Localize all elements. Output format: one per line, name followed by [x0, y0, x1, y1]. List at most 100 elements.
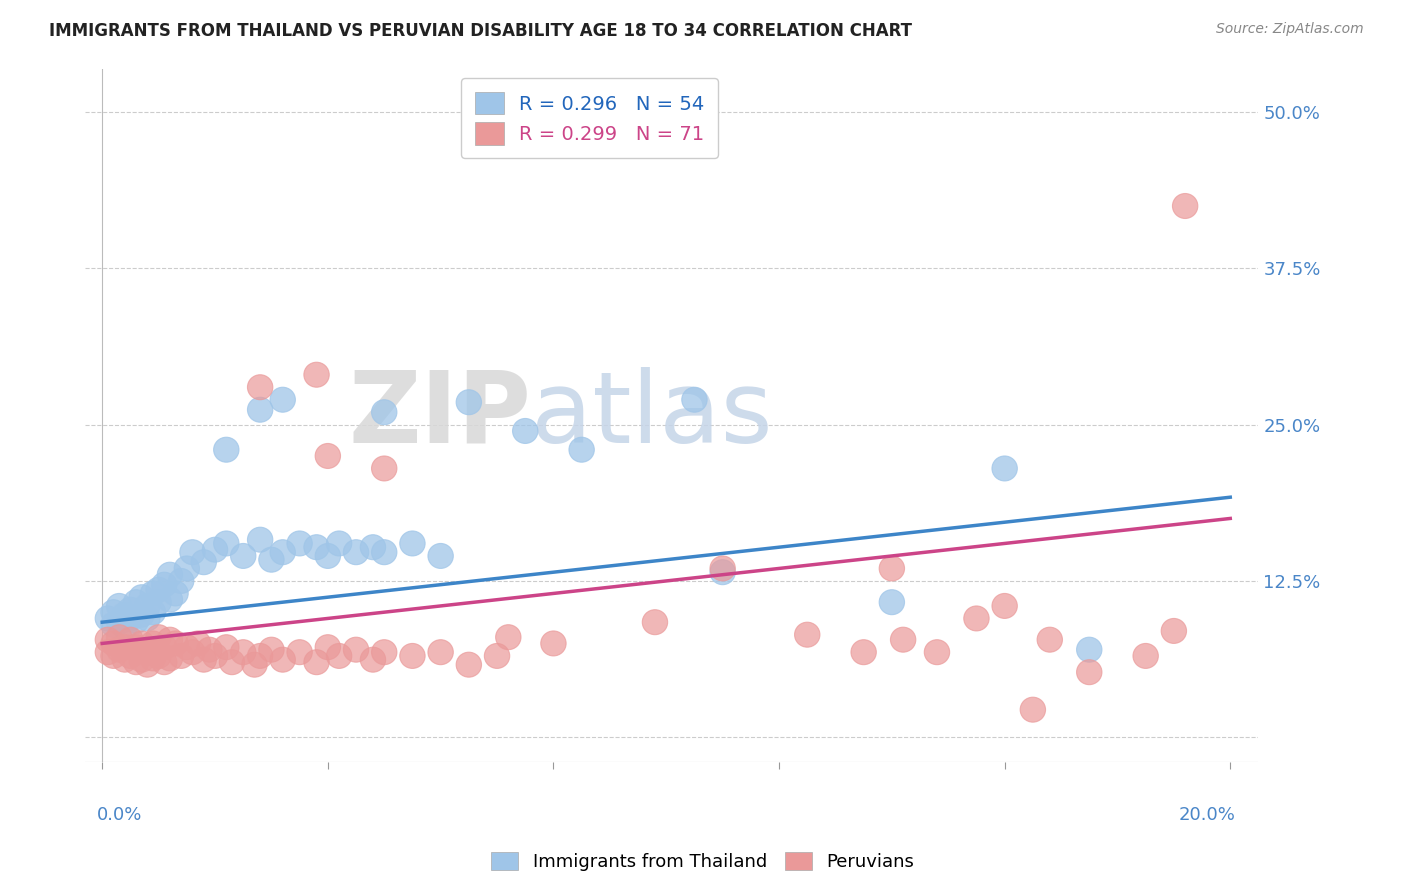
Ellipse shape — [231, 640, 256, 665]
Ellipse shape — [135, 593, 160, 618]
Ellipse shape — [326, 643, 352, 668]
Ellipse shape — [247, 375, 273, 400]
Ellipse shape — [371, 400, 396, 425]
Ellipse shape — [129, 631, 155, 656]
Ellipse shape — [157, 587, 183, 612]
Ellipse shape — [794, 623, 820, 648]
Ellipse shape — [202, 643, 228, 668]
Ellipse shape — [963, 606, 990, 631]
Ellipse shape — [96, 606, 121, 631]
Ellipse shape — [569, 437, 595, 462]
Ellipse shape — [174, 635, 200, 660]
Ellipse shape — [169, 568, 194, 593]
Ellipse shape — [270, 387, 295, 412]
Ellipse shape — [163, 581, 188, 606]
Ellipse shape — [112, 615, 138, 640]
Ellipse shape — [399, 643, 425, 668]
Ellipse shape — [124, 649, 149, 674]
Ellipse shape — [993, 593, 1018, 618]
Ellipse shape — [1173, 194, 1198, 219]
Ellipse shape — [112, 602, 138, 627]
Ellipse shape — [456, 390, 481, 415]
Text: atlas: atlas — [531, 367, 773, 464]
Ellipse shape — [924, 640, 949, 665]
Ellipse shape — [180, 540, 205, 565]
Ellipse shape — [118, 597, 143, 623]
Ellipse shape — [191, 549, 217, 574]
Ellipse shape — [146, 624, 172, 649]
Ellipse shape — [1038, 627, 1063, 652]
Ellipse shape — [231, 543, 256, 568]
Ellipse shape — [851, 640, 876, 665]
Ellipse shape — [135, 637, 160, 662]
Ellipse shape — [157, 646, 183, 671]
Ellipse shape — [643, 610, 668, 635]
Ellipse shape — [129, 602, 155, 627]
Ellipse shape — [304, 534, 329, 559]
Ellipse shape — [360, 648, 385, 673]
Ellipse shape — [1133, 643, 1159, 668]
Ellipse shape — [146, 590, 172, 615]
Ellipse shape — [1021, 698, 1046, 723]
Ellipse shape — [371, 540, 396, 565]
Text: IMMIGRANTS FROM THAILAND VS PERUVIAN DISABILITY AGE 18 TO 34 CORRELATION CHART: IMMIGRANTS FROM THAILAND VS PERUVIAN DIS… — [49, 22, 912, 40]
Ellipse shape — [343, 637, 368, 662]
Ellipse shape — [315, 443, 340, 468]
Ellipse shape — [259, 637, 284, 662]
Ellipse shape — [993, 456, 1018, 481]
Ellipse shape — [202, 537, 228, 562]
Ellipse shape — [157, 627, 183, 652]
Ellipse shape — [107, 624, 132, 649]
Ellipse shape — [343, 540, 368, 565]
Ellipse shape — [101, 643, 127, 668]
Ellipse shape — [287, 640, 312, 665]
Ellipse shape — [141, 646, 166, 671]
Ellipse shape — [879, 556, 904, 581]
Ellipse shape — [186, 631, 211, 656]
Ellipse shape — [219, 649, 245, 674]
Ellipse shape — [399, 531, 425, 556]
Ellipse shape — [270, 648, 295, 673]
Ellipse shape — [96, 627, 121, 652]
Ellipse shape — [141, 581, 166, 606]
Ellipse shape — [169, 643, 194, 668]
Ellipse shape — [427, 640, 453, 665]
Ellipse shape — [315, 543, 340, 568]
Ellipse shape — [371, 456, 396, 481]
Ellipse shape — [287, 531, 312, 556]
Ellipse shape — [141, 599, 166, 624]
Ellipse shape — [513, 418, 538, 443]
Ellipse shape — [1161, 618, 1187, 643]
Text: ZIP: ZIP — [349, 367, 531, 464]
Ellipse shape — [135, 652, 160, 677]
Ellipse shape — [163, 631, 188, 656]
Ellipse shape — [118, 606, 143, 631]
Ellipse shape — [890, 627, 915, 652]
Ellipse shape — [118, 627, 143, 652]
Ellipse shape — [152, 649, 177, 674]
Ellipse shape — [270, 540, 295, 565]
Ellipse shape — [710, 556, 735, 581]
Ellipse shape — [101, 599, 127, 624]
Ellipse shape — [124, 590, 149, 615]
Ellipse shape — [112, 648, 138, 673]
Ellipse shape — [146, 577, 172, 602]
Ellipse shape — [242, 652, 267, 677]
Ellipse shape — [214, 437, 239, 462]
Ellipse shape — [682, 387, 707, 412]
Legend: Immigrants from Thailand, Peruvians: Immigrants from Thailand, Peruvians — [484, 845, 922, 879]
Ellipse shape — [146, 643, 172, 668]
Ellipse shape — [259, 547, 284, 572]
Ellipse shape — [427, 543, 453, 568]
Ellipse shape — [247, 643, 273, 668]
Ellipse shape — [107, 637, 132, 662]
Ellipse shape — [710, 559, 735, 584]
Ellipse shape — [157, 562, 183, 587]
Ellipse shape — [124, 635, 149, 660]
Ellipse shape — [326, 531, 352, 556]
Ellipse shape — [129, 648, 155, 673]
Ellipse shape — [124, 608, 149, 633]
Ellipse shape — [456, 652, 481, 677]
Ellipse shape — [371, 640, 396, 665]
Ellipse shape — [152, 635, 177, 660]
